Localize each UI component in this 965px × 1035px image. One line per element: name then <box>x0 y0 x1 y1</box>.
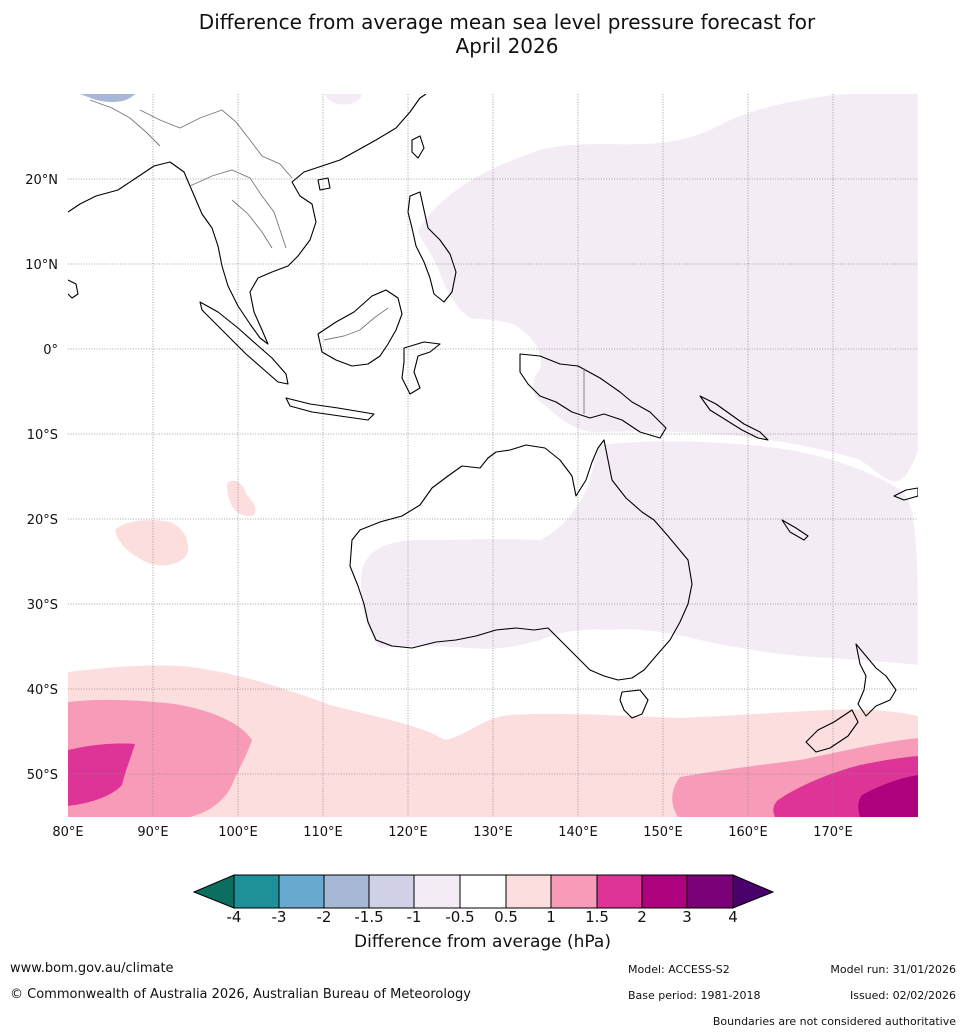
title-line-1: Difference from average mean sea level p… <box>198 10 816 34</box>
anomaly-patch-pink-indian-ocean <box>115 520 189 566</box>
tasmania-coastline <box>619 689 649 719</box>
asia-coastline <box>68 94 427 345</box>
lat-label: 20°S <box>27 513 58 528</box>
copyright-text: © Commonwealth of Australia 2026, Austra… <box>10 987 471 1002</box>
lon-label: 100°E <box>218 825 258 840</box>
lon-label: 90°E <box>137 825 168 840</box>
anomaly-field <box>68 94 918 817</box>
solomon-islands-coastline <box>699 395 769 441</box>
new-guinea-coastline <box>519 353 667 439</box>
colorbar-swatch <box>596 874 643 909</box>
colorbar-swatch <box>641 874 688 909</box>
anomaly-band-magenta-west <box>68 743 135 806</box>
model-run-date: Model run: 31/01/2026 <box>830 963 956 976</box>
colorbar-title: Difference from average (hPa) <box>354 932 611 952</box>
colorbar-tick-label: -4 <box>227 908 242 926</box>
colorbar-swatch <box>323 874 370 909</box>
issued-date: Issued: 02/02/2026 <box>849 989 956 1002</box>
taiwan-coastline <box>411 135 425 159</box>
sri-lanka-coastline <box>68 279 79 299</box>
philippines-coastline <box>407 191 457 303</box>
colorbar-extend-low <box>192 874 235 909</box>
title-line-2: April 2026 <box>455 34 559 58</box>
colorbar-tick-label: 1.5 <box>585 908 609 926</box>
colorbar-tick-label: -1.5 <box>354 908 383 926</box>
colorbar-swatch <box>505 874 552 909</box>
colorbar-swatch <box>413 874 461 909</box>
colorbar-tick-label: -3 <box>272 908 287 926</box>
anomaly-patch-pink-small <box>227 480 256 516</box>
sumatra-coastline <box>199 301 289 385</box>
lat-label: 10°N <box>25 258 58 273</box>
colorbar-tick-label: 1 <box>546 908 556 926</box>
colorbar <box>192 874 775 909</box>
border-lines-asia <box>89 99 293 249</box>
colorbar-swatch <box>686 874 734 909</box>
anomaly-band-lavender-south <box>360 441 918 665</box>
lat-label: 40°S <box>27 683 58 698</box>
colorbar-extend-high <box>732 874 775 909</box>
lon-label: 140°E <box>558 825 598 840</box>
anomaly-band-lavender-north <box>418 94 918 482</box>
border-borneo <box>323 307 389 341</box>
colorbar-tick-label: -2 <box>317 908 332 926</box>
colorbar-tick-label: -0.5 <box>445 908 474 926</box>
longitude-labels: 80°E 90°E 100°E 110°E 120°E 130°E 140°E … <box>52 825 852 840</box>
lon-label: 160°E <box>728 825 768 840</box>
colorbar-swatch <box>233 874 280 909</box>
lat-label: 50°S <box>27 768 58 783</box>
graticule <box>68 94 918 817</box>
anomaly-patch-lavender-top <box>325 94 362 105</box>
colorbar-ticks: -4 -3 -2 -1.5 -1 -0.5 0.5 1 1.5 2 3 4 <box>227 908 738 926</box>
colorbar-tick-label: 4 <box>728 908 738 926</box>
chart-title: Difference from average mean sea level p… <box>0 10 965 58</box>
fiji-coastline <box>893 487 918 501</box>
colorbar-swatch <box>368 874 415 909</box>
anomaly-patch-blue-corner <box>80 94 135 102</box>
base-period: Base period: 1981-2018 <box>628 989 761 1002</box>
new-zealand-south-coastline <box>805 709 859 753</box>
sulawesi-coastline <box>401 341 441 395</box>
lon-label: 120°E <box>388 825 428 840</box>
colorbar-tick-label: 3 <box>682 908 692 926</box>
anomaly-band-purple-east <box>858 775 918 817</box>
boundaries-disclaimer: Boundaries are not considered authoritat… <box>712 1015 956 1028</box>
australia-coastline <box>349 439 693 681</box>
lon-label: 170°E <box>813 825 853 840</box>
lat-label: 20°N <box>25 173 58 188</box>
hainan-coastline <box>317 177 331 191</box>
lon-label: 130°E <box>473 825 513 840</box>
colorbar-swatch <box>459 874 507 909</box>
java-coastline <box>285 397 375 421</box>
colorbar-tick-label: 0.5 <box>494 908 518 926</box>
colorbar-tick-label: -1 <box>407 908 422 926</box>
lon-label: 110°E <box>303 825 343 840</box>
latitude-labels: 20°N 10°N 0° 10°S 20°S 30°S 40°S 50°S <box>25 173 58 783</box>
country-borders <box>89 99 585 414</box>
colorbar-swatch <box>550 874 598 909</box>
bom-climate-link[interactable]: www.bom.gov.au/climate <box>10 961 174 976</box>
borneo-coastline <box>317 289 403 367</box>
colorbar-swatch <box>278 874 325 909</box>
new-caledonia-coastline <box>781 519 809 541</box>
model-name: Model: ACCESS-S2 <box>628 963 730 976</box>
lat-label: 30°S <box>27 598 58 613</box>
colorbar-tick-label: 2 <box>637 908 647 926</box>
lat-label: 10°S <box>27 428 58 443</box>
lon-label: 80°E <box>52 825 83 840</box>
new-zealand-north-coastline <box>855 643 897 717</box>
coastlines <box>68 94 918 753</box>
lon-label: 150°E <box>643 825 683 840</box>
lat-label: 0° <box>43 343 58 358</box>
